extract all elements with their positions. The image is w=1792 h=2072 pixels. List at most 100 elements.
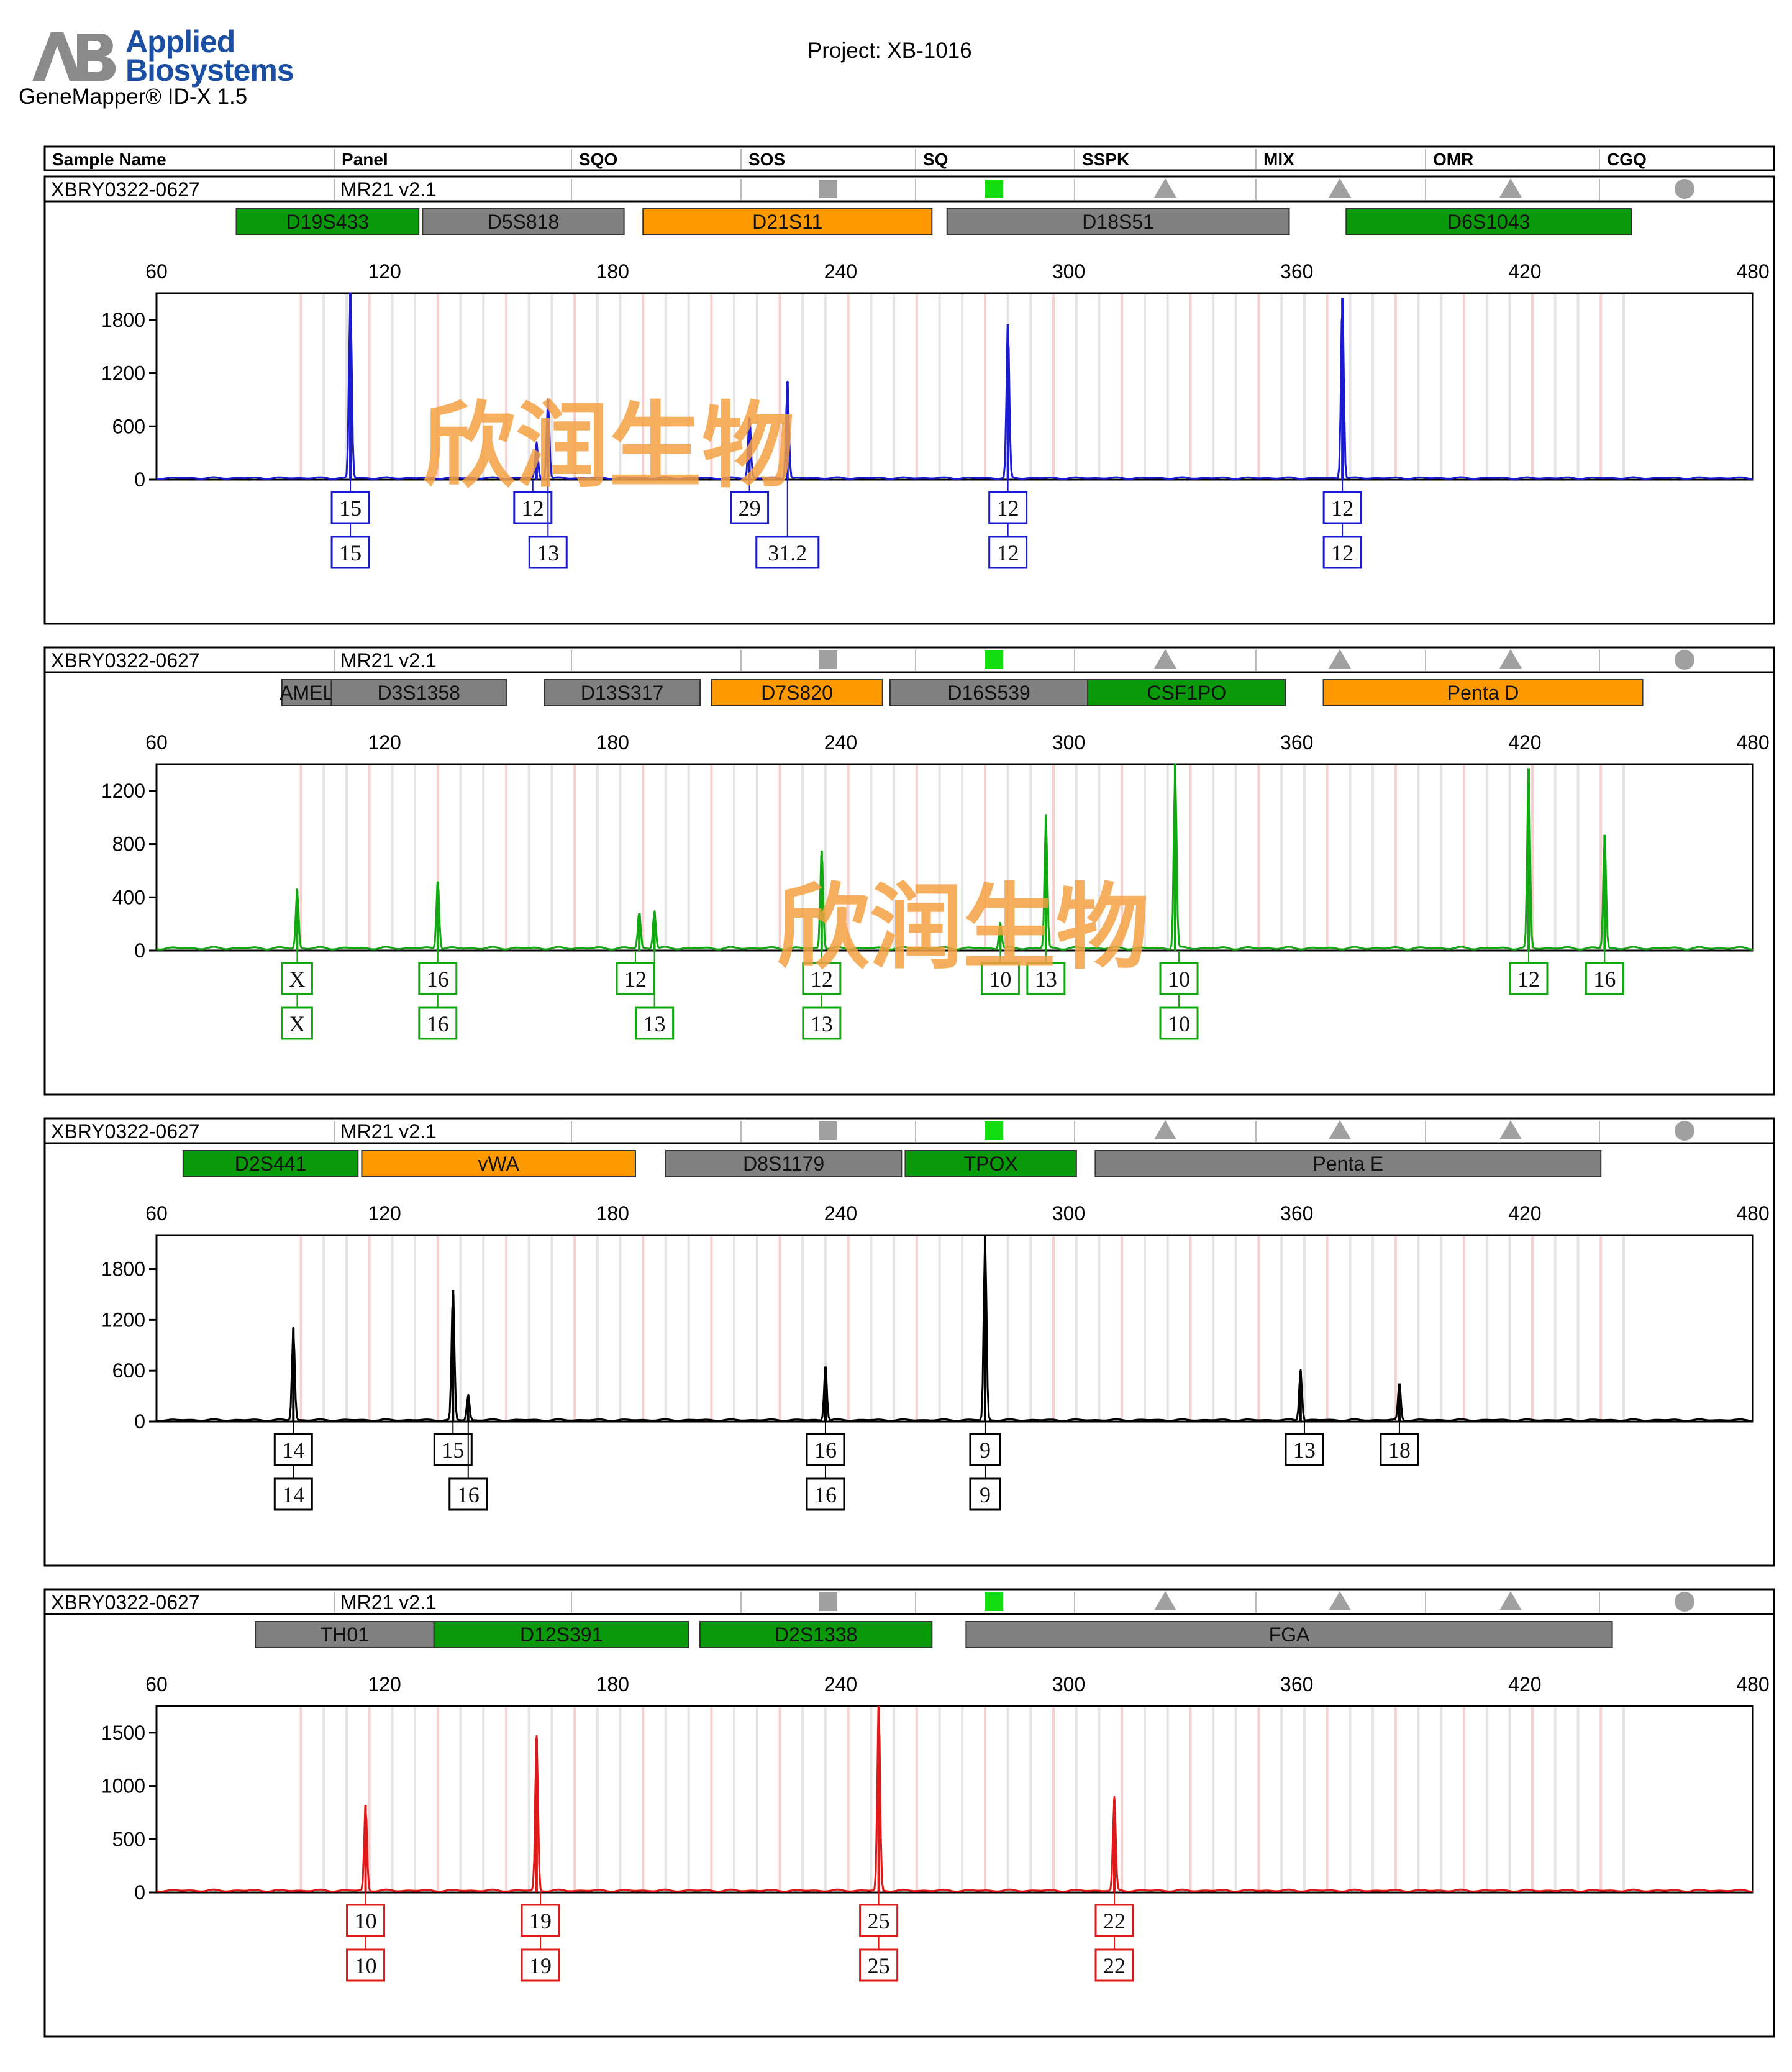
x-tick-label: 120 xyxy=(368,260,401,283)
x-tick-label: 420 xyxy=(1508,1673,1541,1695)
allele-call-label: 12 xyxy=(997,541,1019,565)
allele-call-box xyxy=(980,962,1020,995)
marker-label: AMEL xyxy=(280,682,334,704)
x-tick-label: 120 xyxy=(368,1202,401,1225)
x-tick-label: 480 xyxy=(1736,731,1769,754)
sample-panel-4: XBRY0322-0627 MR21 v2.1 TH01 D12S391 D2S1338… xyxy=(43,1588,1775,2038)
marker-label: D13S317 xyxy=(581,682,663,704)
marker-label: D8S1179 xyxy=(743,1152,824,1175)
allele-call-box xyxy=(330,491,370,524)
flag-circle-icon xyxy=(1675,650,1694,670)
marker-bin xyxy=(1094,1150,1602,1177)
flag-triangle-icon xyxy=(1499,1591,1522,1610)
x-tick-label: 60 xyxy=(145,1673,168,1695)
flag-triangle-icon xyxy=(1329,1591,1351,1610)
allele-call-box xyxy=(1159,1006,1199,1040)
allele-call-label: 10 xyxy=(989,967,1011,992)
allele-call-label: 10 xyxy=(355,1909,377,1933)
trace-line xyxy=(156,1234,1753,1422)
allele-call-label: 12 xyxy=(811,967,833,992)
allele-call-label: 10 xyxy=(1168,1011,1190,1036)
allele-call-box xyxy=(1509,962,1549,995)
allele-call-label: X xyxy=(289,1011,305,1036)
marker-label: FGA xyxy=(1269,1623,1310,1646)
allele-call-box xyxy=(730,491,770,524)
allele-call-box xyxy=(513,491,553,524)
allele-call-box xyxy=(448,1477,488,1511)
marker-label: Penta E xyxy=(1312,1152,1383,1175)
marker-bin xyxy=(330,679,507,706)
plot-area xyxy=(155,1705,1754,1894)
watermark-text: 欣润生物 xyxy=(776,874,1149,982)
column-header-sqo: SQO xyxy=(579,150,617,169)
sample-panel-1: XBRY0322-0627 MR21 v2.1 D19S433 D5S818 D21S1… xyxy=(43,175,1775,625)
allele-call-label: 25 xyxy=(868,1953,890,1978)
allele-call-label: 12 xyxy=(1331,541,1353,565)
flag-square-gray-icon xyxy=(819,180,837,198)
allele-call-label: 22 xyxy=(1103,1909,1126,1933)
sample-name: XBRY0322-0627 xyxy=(51,649,200,672)
marker-label: D6S1043 xyxy=(1447,211,1530,233)
x-tick-label: 420 xyxy=(1508,1202,1541,1225)
flag-square-gray-icon xyxy=(819,650,837,669)
marker-bin xyxy=(422,208,625,235)
x-tick-label: 120 xyxy=(368,731,401,754)
column-header-omr: OMR xyxy=(1433,150,1473,169)
flag-square-green-icon xyxy=(985,1592,1003,1611)
allele-call-label: 13 xyxy=(811,1011,833,1036)
x-tick-label: 480 xyxy=(1736,1673,1769,1695)
allele-call-box xyxy=(521,1904,560,1937)
allele-call-box xyxy=(1380,1433,1419,1466)
marker-label: CSF1PO xyxy=(1147,682,1226,704)
panel-name: MR21 v2.1 xyxy=(340,1591,437,1613)
allele-call-box xyxy=(969,1433,1001,1466)
y-tick-label: 0 xyxy=(134,1410,145,1433)
allele-call-box xyxy=(755,536,820,569)
allele-call-label: 12 xyxy=(522,496,544,521)
allele-call-label: 12 xyxy=(624,967,647,992)
y-tick-label: 1500 xyxy=(101,1722,145,1744)
column-header-panel: Panel xyxy=(342,150,388,169)
marker-label: D19S433 xyxy=(286,211,369,233)
allele-call-box xyxy=(802,962,842,995)
flag-triangle-icon xyxy=(1154,1591,1176,1610)
trace-line xyxy=(156,292,1753,480)
logo-line-2: Biosystems xyxy=(125,53,294,88)
marker-label: TPOX xyxy=(964,1152,1018,1175)
allele-call-box xyxy=(418,1006,458,1040)
x-tick-label: 360 xyxy=(1280,1202,1313,1225)
allele-call-box xyxy=(273,1477,313,1511)
marker-bin xyxy=(544,679,701,706)
marker-label: D5S818 xyxy=(488,211,560,233)
allele-call-label: 13 xyxy=(537,541,559,565)
logo-line-1: Applied xyxy=(125,24,235,59)
sample-panel-3: XBRY0322-0627 MR21 v2.1 D2S441 vWA D8S1179 TP… xyxy=(43,1117,1775,1567)
flag-triangle-icon xyxy=(1499,649,1522,669)
flag-square-gray-icon xyxy=(819,1121,837,1140)
x-tick-label: 360 xyxy=(1280,260,1313,283)
x-tick-label: 420 xyxy=(1508,731,1541,754)
marker-bin xyxy=(699,1621,933,1648)
allele-call-label: 12 xyxy=(1331,496,1353,521)
allele-call-box xyxy=(418,962,458,995)
header-row-border xyxy=(43,145,1775,171)
x-tick-label: 300 xyxy=(1052,1202,1085,1225)
allele-call-box xyxy=(988,491,1028,524)
allele-call-box xyxy=(969,1477,1001,1511)
x-tick-label: 180 xyxy=(596,260,629,283)
flag-square-green-icon xyxy=(985,180,1003,198)
column-header-sspk: SSPK xyxy=(1082,150,1129,169)
allele-call-label: 31.2 xyxy=(768,541,807,565)
plot-area xyxy=(155,763,1754,952)
allele-call-label: 12 xyxy=(997,496,1019,521)
marker-bin xyxy=(1322,679,1644,706)
allele-call-box xyxy=(1285,1433,1324,1466)
flag-triangle-icon xyxy=(1154,649,1176,669)
x-tick-label: 360 xyxy=(1280,1673,1313,1695)
flag-square-green-icon xyxy=(985,1121,1003,1140)
allele-call-label: 29 xyxy=(739,496,761,521)
marker-bin xyxy=(255,1621,435,1648)
allele-call-label: 12 xyxy=(1517,967,1540,992)
flag-triangle-icon xyxy=(1329,178,1351,198)
